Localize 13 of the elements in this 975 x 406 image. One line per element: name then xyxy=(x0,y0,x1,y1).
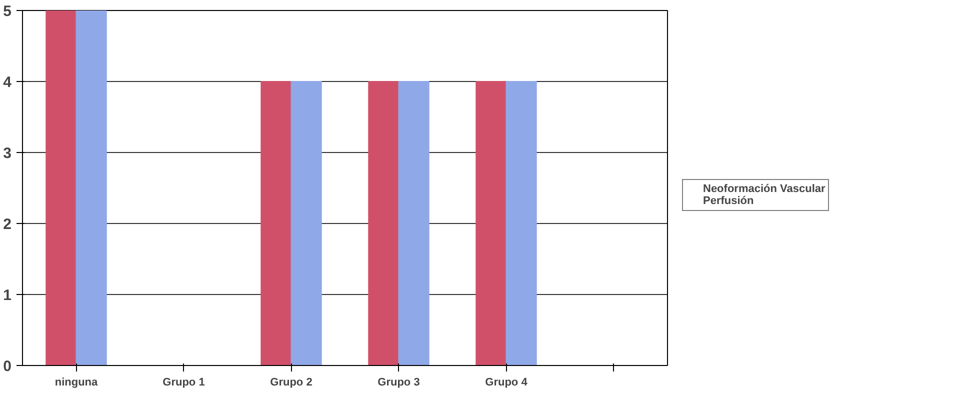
y-tick-label: 3 xyxy=(3,145,12,162)
x-tick-label: ninguna xyxy=(54,376,99,388)
y-tick-label: 1 xyxy=(3,287,12,304)
y-tick-label: 5 xyxy=(3,3,12,20)
text: Neoformación Vascular xyxy=(703,182,826,194)
y-tick-label: 2 xyxy=(3,216,12,233)
y-tick-label: 0 xyxy=(3,358,12,375)
x-tick-label: Grupo 2 xyxy=(270,376,312,388)
x-tick-label: Grupo 1 xyxy=(162,376,205,388)
text: Perfusión xyxy=(703,194,754,206)
y-tick-label: 4 xyxy=(3,74,12,91)
x-tick-label: Grupo 3 xyxy=(378,376,420,388)
x-tick-label: Grupo 4 xyxy=(485,376,528,388)
